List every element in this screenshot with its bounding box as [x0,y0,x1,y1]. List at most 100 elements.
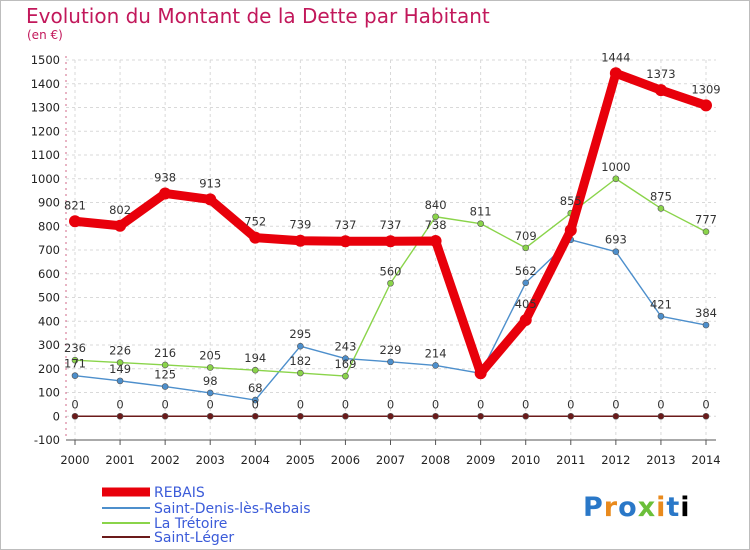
data-label: 0 [207,397,214,411]
data-point [251,366,259,374]
y-tick-label: 800 [38,219,60,233]
data-point [657,312,665,320]
chart-title: Evolution du Montant de la Dette par Hab… [26,4,490,28]
data-label: 737 [380,218,402,232]
data-point [612,412,620,420]
y-tick-label: 1500 [31,53,60,67]
x-tick-label: 2001 [105,453,134,467]
x-tick-label: 2013 [646,453,675,467]
data-label: 0 [432,397,439,411]
data-point [387,358,394,366]
data-point [206,364,214,371]
data-point [116,412,124,420]
data-point [161,412,169,420]
axes: -100010020030040050060070080090010001100… [31,53,721,467]
data-point [342,372,349,380]
data-point [251,412,259,420]
data-point [477,412,484,420]
data-point [251,396,259,404]
data-label: 421 [650,297,672,311]
data-label: 182 [289,354,311,368]
data-label: 1373 [646,67,675,81]
data-label: 0 [702,397,709,411]
x-tick-label: 2012 [601,453,630,467]
data-label: 405 [515,297,537,311]
y-tick-label: -100 [34,433,60,447]
y-tick-label: 100 [38,386,60,400]
data-point [522,244,530,252]
data-label: 875 [650,189,672,203]
data-label: 840 [425,198,447,212]
data-point [522,279,530,287]
data-label: 295 [289,327,311,341]
data-label: 0 [477,397,484,411]
legend-label: REBAIS [154,485,205,501]
y-tick-label: 0 [53,409,60,423]
data-point [71,412,79,420]
data-point [116,359,124,366]
data-label: 777 [695,213,717,227]
data-label: 1444 [601,50,630,64]
data-label: 1000 [601,160,630,174]
y-tick-label: 900 [38,196,60,210]
data-label: 125 [154,368,176,382]
data-label: 811 [470,205,492,219]
x-tick-label: 2008 [421,453,450,467]
data-point [204,193,217,206]
data-point [297,342,304,350]
data-label: 0 [657,397,664,411]
data-label: 0 [252,397,259,411]
data-point [432,412,439,420]
proxiti-logo: Proxiti [583,492,691,523]
data-point [339,235,352,248]
y-tick-label: 1200 [31,124,60,138]
x-tick-label: 2000 [60,453,89,467]
data-point [702,412,710,420]
x-tick-label: 2003 [196,453,225,467]
data-label: 229 [380,343,402,357]
data-point [161,361,169,369]
data-point [657,412,665,420]
data-point [432,213,439,221]
y-tick-label: 500 [38,291,60,305]
data-label: 68 [248,381,263,395]
data-label: 0 [71,397,78,411]
data-point [609,67,622,80]
data-point [387,279,394,287]
y-tick-label: 1100 [31,148,60,162]
data-label: 236 [64,341,86,355]
x-tick-label: 2006 [331,453,360,467]
y-tick-label: 300 [38,338,60,352]
data-point [477,220,484,227]
y-tick-label: 400 [38,314,60,328]
data-point [432,362,439,369]
data-point [161,383,169,390]
data-label: 938 [154,170,176,184]
data-point [519,314,532,327]
y-tick-label: 700 [38,243,60,257]
data-label: 194 [244,351,266,365]
x-tick-label: 2002 [151,453,180,467]
data-point [71,356,79,364]
data-point [612,248,620,255]
data-labels: 821 802 938 913 752 739 737 737 738 405 1444 1373 13… [64,50,721,411]
data-point [206,412,214,420]
data-label: 205 [199,349,221,363]
x-tick-label: 2004 [241,453,270,467]
data-point [702,228,710,236]
data-point [612,175,620,183]
x-tick-label: 2009 [466,453,495,467]
series-lines [69,67,712,420]
data-label: 913 [199,176,221,190]
data-label: 821 [64,198,86,212]
x-tick-label: 2010 [511,453,540,467]
x-tick-label: 2014 [691,453,720,467]
data-point [567,412,575,420]
data-label: 171 [64,357,86,371]
data-label: 855 [560,194,582,208]
data-point [384,235,397,248]
data-label: 0 [387,397,394,411]
data-label: 802 [109,203,131,217]
data-point [657,205,665,212]
legend-label: Saint-Denis-lès-Rebais [154,501,310,517]
